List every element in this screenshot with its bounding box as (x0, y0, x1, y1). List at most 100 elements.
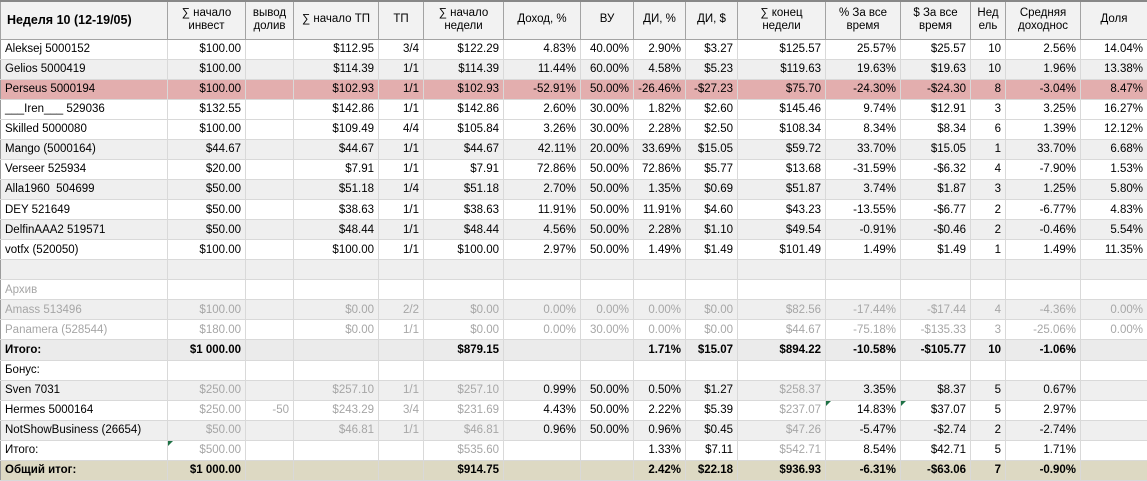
cell-start-invest[interactable] (167, 360, 246, 381)
cell-di-usd[interactable]: $2.50 (685, 119, 738, 140)
cell-avg-yield[interactable] (1005, 259, 1081, 281)
column-header-start-invest[interactable]: ∑ начало инвест (167, 0, 246, 40)
cell-di-pct[interactable]: 0.00% (633, 299, 686, 321)
cell-start-invest[interactable]: $20.00 (167, 159, 246, 180)
cell-share[interactable]: 5.80% (1080, 179, 1147, 201)
cell-di-pct[interactable]: 2.28% (633, 119, 686, 140)
cell-vu[interactable]: 50.00% (580, 400, 634, 421)
cell-avg-yield[interactable]: 0.67% (1005, 380, 1081, 401)
cell-avg-yield[interactable] (1005, 360, 1081, 381)
cell-tp[interactable]: 1/1 (378, 159, 424, 180)
cell-tp[interactable]: 1/1 (378, 239, 424, 261)
cell-start-invest[interactable]: $44.67 (167, 139, 246, 160)
cell-week-start[interactable]: $44.67 (423, 139, 504, 160)
cell-income-pct[interactable]: 4.83% (503, 39, 581, 60)
cell-tp[interactable] (378, 460, 424, 481)
cell-weeks[interactable]: 2 (970, 219, 1006, 241)
cell-avg-yield[interactable]: 3.25% (1005, 99, 1081, 120)
cell-tp[interactable] (378, 360, 424, 381)
cell-usd-all-time[interactable]: -$6.77 (900, 199, 971, 221)
cell-name[interactable]: votfx (520050) (0, 239, 168, 261)
cell-tp[interactable]: 1/1 (378, 199, 424, 221)
cell-name[interactable]: DEY 521649 (0, 199, 168, 221)
cell-tp[interactable]: 1/1 (378, 59, 424, 80)
cell-start-tp[interactable] (293, 460, 379, 481)
cell-start-invest[interactable]: $250.00 (167, 380, 246, 401)
column-header-tp[interactable]: ТП (378, 0, 424, 40)
cell-usd-all-time[interactable]: $1.87 (900, 179, 971, 201)
cell-pct-all-time[interactable]: -10.58% (825, 339, 901, 361)
cell-week-start[interactable]: $257.10 (423, 380, 504, 401)
cell-week-start[interactable]: $142.86 (423, 99, 504, 120)
cell-start-tp[interactable]: $142.86 (293, 99, 379, 120)
cell-name[interactable] (0, 259, 168, 281)
cell-tp[interactable]: 1/1 (378, 219, 424, 241)
cell-di-pct[interactable]: 2.42% (633, 460, 686, 481)
cell-start-tp[interactable] (293, 259, 379, 281)
cell-start-tp[interactable] (293, 360, 379, 381)
cell-pct-all-time[interactable]: 1.49% (825, 239, 901, 261)
cell-weeks[interactable]: 2 (970, 420, 1006, 441)
cell-week-end[interactable]: $59.72 (737, 139, 826, 160)
cell-income-pct[interactable]: 0.99% (503, 380, 581, 401)
cell-name[interactable]: Mango (5000164) (0, 139, 168, 160)
cell-income-pct[interactable] (503, 460, 581, 481)
cell-di-usd[interactable]: $1.27 (685, 380, 738, 401)
cell-weeks[interactable]: 5 (970, 400, 1006, 421)
cell-weeks[interactable] (970, 360, 1006, 381)
cell-di-pct[interactable]: 11.91% (633, 199, 686, 221)
cell-name[interactable]: Skilled 5000080 (0, 119, 168, 140)
column-header-vu[interactable]: ВУ (580, 0, 634, 40)
cell-start-tp[interactable]: $0.00 (293, 319, 379, 341)
cell-di-pct[interactable]: 2.22% (633, 400, 686, 421)
cell-name[interactable]: Aleksej 5000152 (0, 39, 168, 60)
cell-di-usd[interactable] (685, 259, 738, 281)
cell-start-tp[interactable]: $38.63 (293, 199, 379, 221)
cell-di-pct[interactable]: 0.00% (633, 319, 686, 341)
cell-income-pct[interactable]: 0.00% (503, 319, 581, 341)
cell-withdraw-deposit[interactable] (245, 99, 294, 120)
cell-tp[interactable]: 1/4 (378, 179, 424, 201)
cell-start-invest[interactable]: $100.00 (167, 119, 246, 140)
cell-avg-yield[interactable]: 33.70% (1005, 139, 1081, 160)
cell-weeks[interactable]: 7 (970, 460, 1006, 481)
cell-week-end[interactable] (737, 360, 826, 381)
cell-avg-yield[interactable]: -6.77% (1005, 199, 1081, 221)
cell-usd-all-time[interactable]: -$135.33 (900, 319, 971, 341)
cell-week-start[interactable]: $122.29 (423, 39, 504, 60)
cell-di-pct[interactable]: 72.86% (633, 159, 686, 180)
cell-di-usd[interactable]: $15.07 (685, 339, 738, 361)
cell-pct-all-time[interactable]: 19.63% (825, 59, 901, 80)
cell-avg-yield[interactable]: -3.04% (1005, 79, 1081, 100)
cell-usd-all-time[interactable]: -$63.06 (900, 460, 971, 481)
cell-week-end[interactable]: $49.54 (737, 219, 826, 241)
cell-weeks[interactable]: 3 (970, 179, 1006, 201)
cell-share[interactable]: 4.83% (1080, 199, 1147, 221)
cell-start-invest[interactable]: $500.00 (167, 440, 246, 461)
cell-share[interactable] (1080, 440, 1147, 461)
cell-vu[interactable]: 50.00% (580, 420, 634, 441)
cell-withdraw-deposit[interactable] (245, 179, 294, 201)
cell-weeks[interactable]: 3 (970, 319, 1006, 341)
cell-start-invest[interactable]: $132.55 (167, 99, 246, 120)
cell-weeks[interactable]: 1 (970, 139, 1006, 160)
cell-withdraw-deposit[interactable] (245, 139, 294, 160)
column-header-weeks[interactable]: Нед ель (970, 0, 1006, 40)
cell-di-pct[interactable]: 0.96% (633, 420, 686, 441)
cell-start-tp[interactable] (293, 440, 379, 461)
cell-tp[interactable]: 1/1 (378, 380, 424, 401)
cell-name[interactable]: Итого: (0, 339, 168, 361)
cell-vu[interactable] (580, 259, 634, 281)
cell-start-tp[interactable] (293, 279, 379, 301)
cell-name[interactable]: Бонус: (0, 360, 168, 381)
cell-weeks[interactable]: 10 (970, 39, 1006, 60)
cell-week-start[interactable]: $102.93 (423, 79, 504, 100)
cell-name[interactable]: DelfinAAA2 519571 (0, 219, 168, 241)
cell-income-pct[interactable]: 11.91% (503, 199, 581, 221)
cell-vu[interactable] (580, 360, 634, 381)
cell-share[interactable]: 16.27% (1080, 99, 1147, 120)
cell-name[interactable]: ___Iren___ 529036 (0, 99, 168, 120)
cell-pct-all-time[interactable] (825, 360, 901, 381)
cell-tp[interactable] (378, 339, 424, 361)
cell-start-invest[interactable]: $50.00 (167, 219, 246, 241)
